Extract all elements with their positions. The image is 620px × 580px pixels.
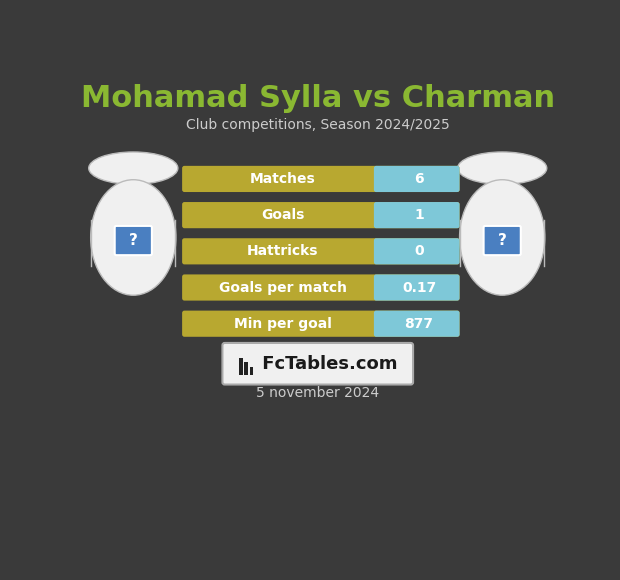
Text: Min per goal: Min per goal	[234, 317, 332, 331]
Bar	[239, 358, 242, 375]
Ellipse shape	[459, 180, 545, 295]
FancyBboxPatch shape	[374, 166, 459, 192]
Bar	[185, 277, 352, 298]
FancyBboxPatch shape	[182, 166, 459, 192]
Text: 0: 0	[414, 244, 424, 258]
Bar	[381, 205, 455, 226]
Text: Mohamad Sylla vs Charman: Mohamad Sylla vs Charman	[81, 84, 555, 113]
Bar	[381, 169, 455, 189]
Ellipse shape	[89, 152, 178, 184]
FancyBboxPatch shape	[182, 238, 459, 264]
Text: FcTables.com: FcTables.com	[256, 355, 398, 373]
Text: Hattricks: Hattricks	[247, 244, 319, 258]
Text: Goals per match: Goals per match	[219, 281, 347, 295]
Text: ?: ?	[129, 233, 138, 248]
Bar	[185, 313, 352, 335]
FancyBboxPatch shape	[223, 343, 413, 385]
Text: 877: 877	[405, 317, 433, 331]
FancyBboxPatch shape	[115, 226, 152, 255]
FancyBboxPatch shape	[374, 202, 459, 228]
FancyBboxPatch shape	[374, 238, 459, 264]
Ellipse shape	[458, 152, 547, 184]
Bar	[185, 204, 352, 226]
Text: Matches: Matches	[250, 172, 316, 186]
Bar	[381, 277, 455, 298]
FancyBboxPatch shape	[182, 274, 459, 300]
Bar	[185, 168, 352, 190]
Text: 6: 6	[414, 172, 424, 186]
FancyBboxPatch shape	[182, 202, 459, 228]
Bar	[249, 367, 254, 375]
Bar	[185, 241, 352, 262]
Text: 0.17: 0.17	[402, 281, 436, 295]
Text: Goals: Goals	[261, 208, 304, 222]
Bar	[381, 313, 455, 334]
Bar	[381, 241, 455, 262]
Text: ?: ?	[498, 233, 507, 248]
FancyBboxPatch shape	[374, 274, 459, 300]
Text: Club competitions, Season 2024/2025: Club competitions, Season 2024/2025	[186, 118, 450, 132]
FancyBboxPatch shape	[374, 311, 459, 337]
Text: 5 november 2024: 5 november 2024	[256, 386, 379, 400]
Text: 1: 1	[414, 208, 424, 222]
FancyBboxPatch shape	[182, 311, 459, 337]
Bar	[244, 362, 248, 375]
Ellipse shape	[91, 180, 176, 295]
FancyBboxPatch shape	[484, 226, 521, 255]
